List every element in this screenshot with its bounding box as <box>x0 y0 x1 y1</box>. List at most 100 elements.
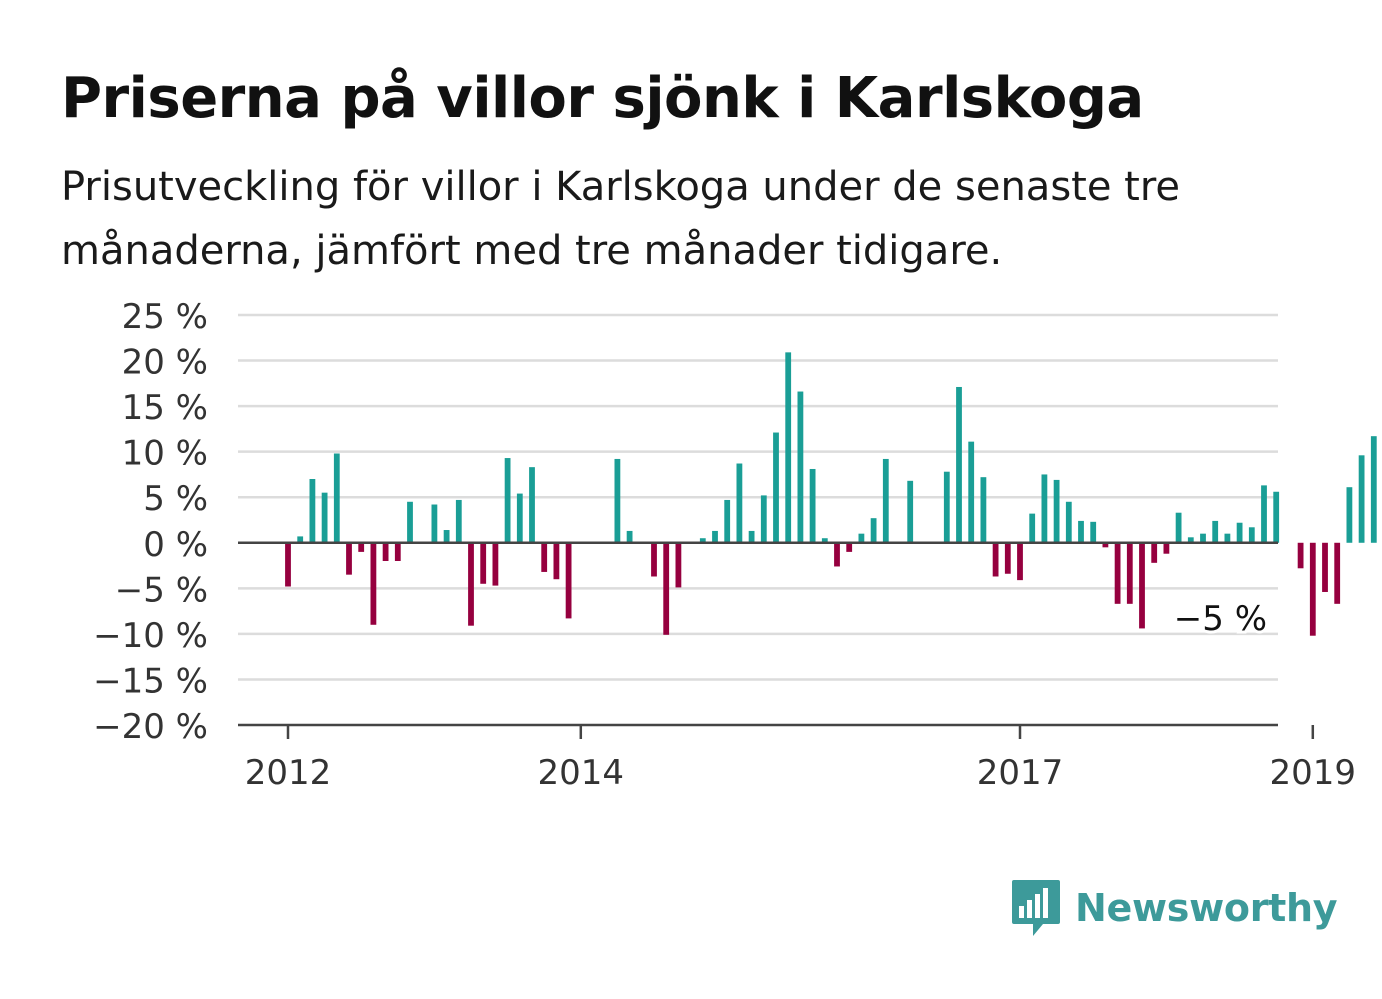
bar <box>1261 485 1267 543</box>
y-tick-label: −20 % <box>93 707 208 747</box>
bar <box>1102 542 1109 548</box>
bar <box>553 542 560 580</box>
bar <box>1078 520 1084 543</box>
y-tick-label: 5 % <box>143 479 208 519</box>
bar <box>846 542 853 552</box>
last-value-label: −5 % <box>1174 599 1267 639</box>
bar <box>870 518 877 543</box>
bar <box>809 468 816 543</box>
bar <box>1358 455 1365 543</box>
bar <box>675 542 682 588</box>
bar <box>1236 522 1243 543</box>
x-tick-label: 2017 <box>977 753 1064 793</box>
bar <box>736 463 743 543</box>
bar <box>1346 487 1353 543</box>
bar <box>1297 542 1304 569</box>
bar <box>516 493 523 543</box>
bar <box>1053 479 1060 543</box>
bar <box>492 542 499 586</box>
bar <box>858 533 865 543</box>
bar <box>431 504 438 543</box>
bar <box>1370 436 1377 543</box>
bar <box>321 492 328 543</box>
bar <box>943 471 950 543</box>
y-tick-label: −5 % <box>115 570 208 610</box>
y-axis-tick-labels: 25 % 20 % 15 % 10 % 5 % 0 % −5 % −10 % −15 % −20 … <box>93 297 208 747</box>
logo-wordmark: Newsworthy <box>1075 886 1338 930</box>
y-tick-label: −15 % <box>93 661 208 701</box>
y-tick-label: 20 % <box>122 343 208 383</box>
y-tick-label: 0 % <box>143 525 208 565</box>
bar <box>297 536 304 543</box>
bar <box>1029 513 1036 543</box>
bar <box>443 530 450 543</box>
bar <box>907 480 914 543</box>
bar <box>834 542 840 567</box>
chart-subtitle: Prisutveckling för villor i Karlskoga un… <box>61 164 1181 274</box>
bar <box>1309 542 1316 636</box>
bar <box>1187 537 1194 543</box>
bar <box>614 458 621 543</box>
bar <box>468 542 474 626</box>
bar <box>1273 491 1280 543</box>
bar <box>773 432 779 543</box>
bars <box>285 352 1377 636</box>
bar <box>1004 542 1011 574</box>
bar <box>1334 542 1341 604</box>
x-axis-ticks: 201220142017201920222024 <box>245 725 1357 793</box>
bar <box>760 495 767 543</box>
y-tick-label: 25 % <box>122 297 208 337</box>
bar <box>992 542 999 577</box>
chart-title: Priserna på villor sjönk i Karlskoga <box>61 66 1144 131</box>
bar <box>663 542 670 635</box>
bar <box>882 458 889 543</box>
bar <box>699 538 706 543</box>
bar <box>382 542 389 561</box>
bar <box>651 542 657 577</box>
bar <box>565 542 572 619</box>
x-tick-label: 2019 <box>1270 753 1357 793</box>
bar <box>748 530 755 543</box>
bar <box>1248 527 1255 543</box>
bar <box>1200 533 1206 543</box>
bar <box>626 530 633 543</box>
bar <box>358 542 365 552</box>
bar <box>724 499 731 543</box>
bar <box>480 542 487 584</box>
bar <box>1041 474 1048 543</box>
bar <box>1114 542 1121 604</box>
bar <box>821 538 828 543</box>
bar <box>1212 520 1219 543</box>
bar <box>455 499 462 543</box>
bar <box>407 501 413 543</box>
bar <box>394 542 401 561</box>
bar <box>333 453 340 543</box>
bar <box>370 542 377 625</box>
bar <box>1126 542 1133 604</box>
bar <box>968 441 975 543</box>
bar <box>1224 533 1231 543</box>
bar <box>1139 542 1145 629</box>
bar <box>956 386 962 543</box>
y-tick-label: 15 % <box>122 388 208 428</box>
bar <box>529 467 535 543</box>
bar <box>285 542 291 587</box>
bar <box>1065 501 1072 543</box>
bar <box>1175 512 1182 543</box>
bar <box>541 542 548 572</box>
y-tick-label: 10 % <box>122 434 208 474</box>
bar <box>1151 542 1158 563</box>
bar <box>785 352 792 543</box>
bar <box>1322 542 1328 592</box>
grid-lines <box>238 313 1278 681</box>
y-tick-label: −10 % <box>93 616 208 656</box>
bar <box>980 477 987 543</box>
newsworthy-logo: Newsworthy <box>1011 878 1338 938</box>
bar <box>712 530 718 543</box>
bar <box>309 479 316 543</box>
bar <box>1090 521 1097 543</box>
bar <box>1163 542 1170 554</box>
bar <box>504 458 511 543</box>
bar <box>797 391 804 543</box>
